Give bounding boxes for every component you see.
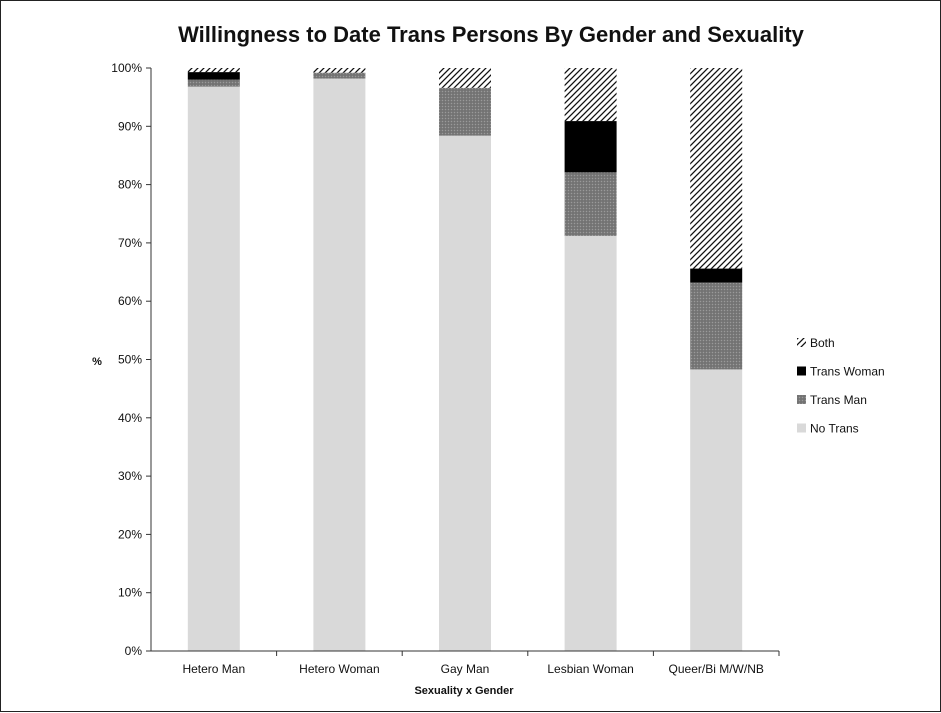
- bar-segment-no-trans: [313, 78, 366, 651]
- legend-item-trans-woman: Trans Woman: [797, 365, 885, 379]
- legend-swatch-both: [797, 338, 806, 347]
- bar-segment-no-trans: [564, 235, 617, 652]
- legend-label-both: Both: [810, 336, 835, 350]
- legend-label-trans-man: Trans Man: [810, 393, 867, 407]
- bar-segment-both: [313, 68, 366, 73]
- bar-segment-trans-man: [690, 282, 743, 370]
- legend-item-no-trans: No Trans: [797, 422, 859, 436]
- legend-swatch-trans-woman: [797, 366, 806, 376]
- x-axis-categories: Hetero Man Hetero Woman Gay Man Lesbian Wom…: [182, 662, 763, 676]
- bar-segment-trans-man: [187, 79, 240, 87]
- x-category-label: Gay Man: [441, 662, 490, 676]
- chart-title: Willingness to Date Trans Persons By Gen…: [178, 22, 805, 47]
- bar-segment-no-trans: [439, 135, 491, 652]
- bar-segment-no-trans: [690, 369, 743, 651]
- y-tick-label: 40%: [118, 411, 142, 425]
- y-tick-label: 80%: [118, 178, 142, 192]
- legend: Both Trans Woman Trans Man No Trans: [797, 336, 885, 436]
- legend-swatch-no-trans: [797, 423, 806, 433]
- bar-segment-trans-man: [564, 172, 617, 236]
- bar-segment-trans-man: [439, 87, 491, 136]
- x-category-label: Queer/Bi M/W/NB: [669, 662, 764, 676]
- bar-segment-both: [564, 68, 617, 122]
- y-tick-label: 70%: [118, 236, 142, 250]
- y-tick-label: 20%: [118, 527, 142, 541]
- bar-segment-trans-man: [313, 72, 366, 79]
- bar-segment-trans-woman: [690, 268, 743, 283]
- legend-item-both: Both: [797, 336, 835, 350]
- y-tick-label: 60%: [118, 294, 142, 308]
- legend-label-trans-woman: Trans Woman: [810, 365, 885, 379]
- x-category-label: Hetero Man: [182, 662, 245, 676]
- y-tick-label: 10%: [118, 586, 142, 600]
- bar-segment-both: [690, 68, 743, 269]
- y-tick-label: 100%: [111, 61, 142, 75]
- y-axis-ticks: 0% 10% 20% 30% 40% 50% 60% 70% 80% 90% 100%: [111, 61, 151, 658]
- x-category-label: Lesbian Woman: [547, 662, 634, 676]
- x-category-label: Hetero Woman: [299, 662, 379, 676]
- y-tick-label: 0%: [125, 644, 143, 658]
- legend-swatch-trans-man: [797, 395, 806, 404]
- axes-layer: [150, 68, 780, 656]
- bar-segment-trans-woman: [187, 72, 240, 80]
- legend-item-trans-man: Trans Man: [797, 393, 867, 407]
- y-tick-label: 30%: [118, 469, 142, 483]
- y-axis-title: %: [92, 356, 102, 368]
- bar-segment-both: [187, 68, 240, 73]
- legend-label-no-trans: No Trans: [810, 422, 859, 436]
- y-tick-label: 90%: [118, 119, 142, 133]
- bars-layer: [187, 68, 743, 652]
- bar-segment-trans-woman: [564, 121, 617, 173]
- bar-segment-both: [439, 68, 491, 88]
- y-tick-label: 50%: [118, 353, 142, 367]
- x-axis-title: Sexuality x Gender: [414, 685, 514, 697]
- bar-segment-no-trans: [187, 86, 240, 651]
